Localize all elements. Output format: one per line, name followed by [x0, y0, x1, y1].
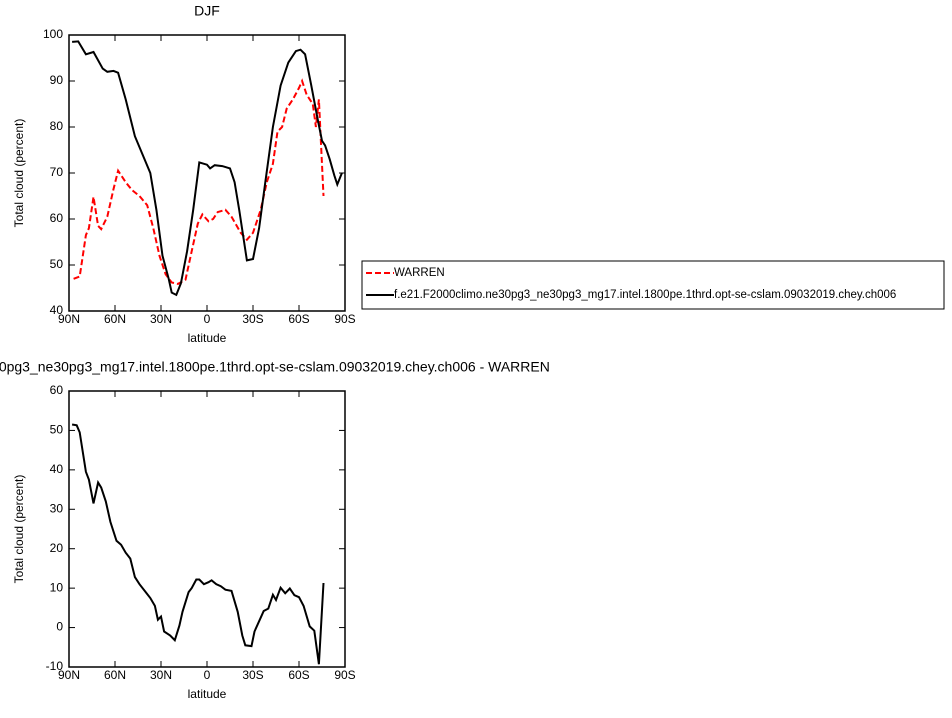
y-tick-label: 0: [56, 620, 63, 634]
x-tick-label: 0: [204, 312, 211, 326]
y-tick-label: 70: [50, 165, 64, 179]
legend-label: f.e21.F2000climo.ne30pg3_ne30pg3_mg17.in…: [394, 289, 896, 301]
x-tick-label: 30N: [150, 312, 172, 326]
x-tick-label: 90N: [58, 668, 80, 682]
x-tick-label: 30N: [150, 668, 172, 682]
x-tick-label: 60N: [104, 312, 126, 326]
data-line: [71, 423, 325, 665]
x-tick-label: 0: [204, 668, 211, 682]
plot-frame: [68, 34, 346, 312]
y-tick-label: 80: [50, 119, 64, 133]
x-tick-label: 90N: [58, 312, 80, 326]
y-tick-label: 60: [50, 211, 64, 225]
x-tick-label: 30S: [242, 312, 263, 326]
x-tick-label: 60S: [288, 668, 309, 682]
legend-box: [361, 260, 945, 310]
y-tick-label: 40: [50, 303, 64, 317]
plot-frame: [68, 390, 346, 668]
y-tick-label: 40: [50, 462, 64, 476]
y-tick-label: 50: [50, 423, 64, 437]
y-axis-label: Total cloud (percent): [12, 475, 26, 584]
y-tick-label: 20: [50, 541, 64, 555]
y-tick-label: 50: [50, 257, 64, 271]
data-line: [72, 40, 343, 297]
legend-label: WARREN: [394, 267, 445, 279]
y-tick-label: -10: [46, 659, 64, 673]
x-tick-label: 60S: [288, 312, 309, 326]
x-axis-label: latitude: [188, 687, 227, 701]
chart-title: f.e21.F2000climo.ne30pg3_ne30pg3_mg17.in…: [0, 359, 550, 375]
x-axis-label: latitude: [188, 331, 227, 345]
y-axis-label: Total cloud (percent): [12, 119, 26, 228]
x-tick-label: 90S: [334, 668, 355, 682]
x-tick-label: 30S: [242, 668, 263, 682]
chart-title: DJF: [194, 3, 220, 19]
y-tick-label: 100: [43, 27, 63, 41]
x-tick-label: 90S: [334, 312, 355, 326]
y-tick-label: 30: [50, 501, 64, 515]
x-tick-label: 60N: [104, 668, 126, 682]
y-tick-label: 60: [50, 383, 64, 397]
y-tick-label: 10: [50, 580, 64, 594]
data-line: [73, 78, 325, 285]
y-tick-label: 90: [50, 73, 64, 87]
